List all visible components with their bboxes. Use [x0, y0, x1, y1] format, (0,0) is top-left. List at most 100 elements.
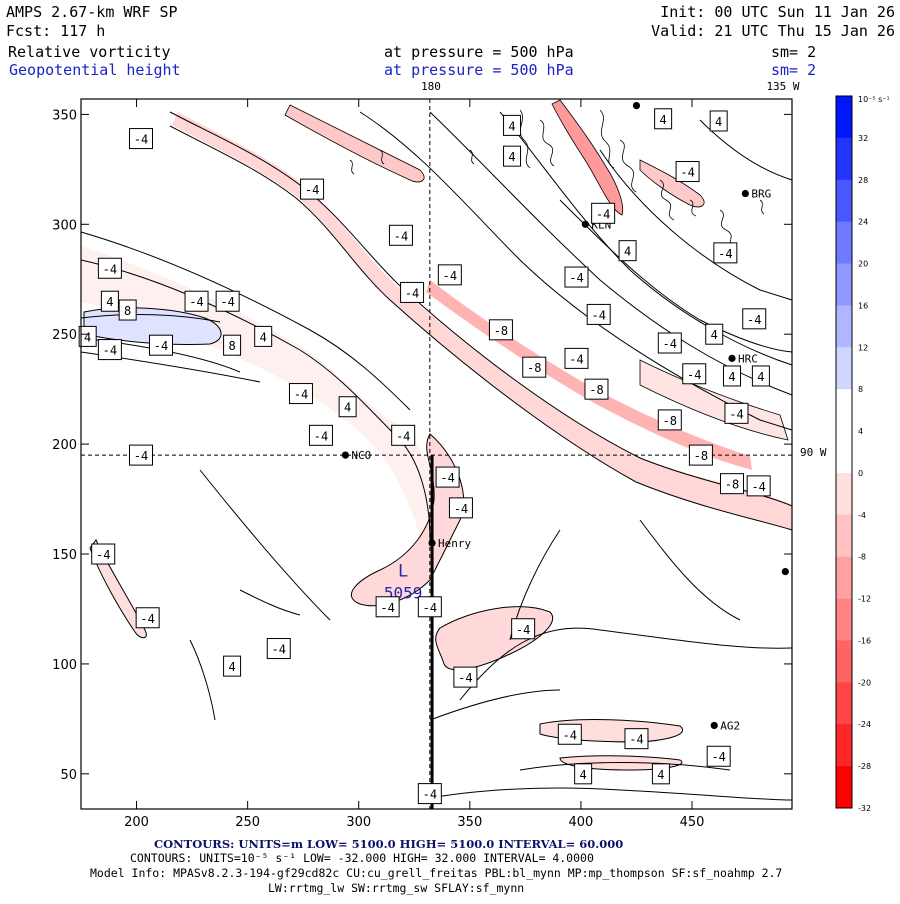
field1-smooth: sm= 2	[771, 43, 816, 61]
footer-model-info: Model Info: MPASv8.2.3-194-gf29cd82c CU:…	[90, 866, 782, 880]
colorbar-label: -28	[858, 762, 871, 771]
contour-label: -4	[91, 543, 116, 565]
contour-label-box	[254, 325, 273, 347]
contour-label: -8	[584, 378, 609, 400]
contour-label-box	[713, 242, 738, 264]
contour-label-box	[682, 363, 707, 385]
contour-label: 4	[223, 655, 242, 677]
y-tick-label: 300	[52, 218, 77, 233]
contour-label-text: -4	[396, 429, 410, 443]
contour-label: -4	[148, 334, 173, 356]
colorbar-label: 4	[858, 427, 863, 436]
contour-label-box	[751, 365, 770, 387]
x-tick-label: 200	[124, 815, 149, 830]
contour-label-text: -4	[294, 388, 308, 402]
contour-label: 8	[118, 299, 137, 321]
contour-label-box	[688, 444, 713, 466]
contour-label-text: 4	[660, 113, 667, 127]
colorbar-segment	[836, 682, 852, 725]
contour-label-text: 8	[124, 304, 131, 318]
contour-label: -4	[706, 745, 731, 767]
contour-label: -8	[488, 319, 513, 341]
meridian-135w-label: 135 W	[766, 80, 799, 93]
contour-label: -4	[375, 596, 400, 618]
x-tick-label: 350	[457, 815, 482, 830]
contour-label-box	[391, 424, 416, 446]
contour-label: -4	[742, 308, 767, 330]
colorbar-segment	[836, 766, 852, 809]
contour-label-text: -4	[154, 339, 168, 353]
contour-label-text: 4	[344, 401, 351, 415]
contour-label-text: -4	[134, 133, 148, 147]
contour-label-text: -4	[423, 788, 437, 802]
contour-label: -4	[308, 424, 333, 446]
y-tick-label: 350	[52, 108, 77, 123]
colorbar-label: 12	[858, 343, 868, 352]
station-marker	[428, 539, 436, 547]
contour-label-box	[724, 402, 749, 424]
contour-label-text: -4	[747, 313, 761, 327]
contour-label-text: 4	[508, 119, 515, 133]
contour-label-box	[675, 161, 700, 183]
init-time: Init: 00 UTC Sun 11 Jan 26	[660, 3, 895, 21]
contour-label-text: -4	[454, 502, 468, 516]
station-label: AG2	[720, 719, 740, 732]
contour-label-box	[591, 202, 616, 224]
contour-label-box	[705, 323, 724, 345]
contour-label-text: -4	[687, 368, 701, 382]
colorbar-label: 24	[858, 218, 868, 227]
contour-label-box	[503, 114, 522, 136]
contour-label-text: -4	[220, 295, 234, 309]
colorbar-segment	[836, 640, 852, 683]
colorbar-segment	[836, 556, 852, 600]
contour-label-text: 4	[580, 768, 587, 782]
contour-label-box	[100, 290, 119, 312]
colorbar-label: 0	[858, 469, 863, 478]
contour-label-text: 4	[657, 768, 664, 782]
colorbar-label: 28	[858, 176, 868, 185]
colorbar-segment	[836, 389, 852, 432]
y-tick-label: 50	[60, 768, 77, 783]
contour-label: 4	[254, 325, 273, 347]
colorbar-segment	[836, 263, 852, 306]
contour-label: -4	[448, 497, 473, 519]
contour-label: 4	[751, 365, 770, 387]
station-marker	[632, 101, 641, 110]
colorbar-segment	[836, 598, 852, 641]
footer-physics: LW:rrtmg_lw SW:rrtmg_sw SFLAY:sf_mynn	[268, 881, 524, 895]
contour-label-text: -4	[440, 471, 454, 485]
colorbar-segment	[836, 305, 852, 348]
station-label: NCO	[351, 449, 371, 462]
contour-label-text: -8	[589, 383, 603, 397]
contour-label: 4	[574, 763, 593, 785]
contour-label-text: -4	[711, 750, 725, 764]
contour-label-text: -4	[729, 407, 743, 421]
contour-label-box	[654, 108, 673, 130]
colorbar-label: -16	[858, 636, 871, 645]
colorbar-label: 20	[858, 260, 868, 269]
contour-label: -4	[437, 264, 462, 286]
contour-label-box	[388, 224, 413, 246]
colorbar-segment	[836, 472, 852, 516]
contour-label-box	[488, 319, 513, 341]
contour-label: -4	[417, 596, 442, 618]
contour-label-text: -4	[516, 623, 530, 637]
contour-label-text: -4	[423, 601, 437, 615]
contour-label: -4	[564, 266, 589, 288]
station-marker	[581, 220, 589, 228]
contour-label-text: -4	[134, 449, 148, 463]
contour-label: -4	[511, 618, 536, 640]
contour-label: -4	[586, 303, 611, 325]
contour-label-box	[97, 257, 122, 279]
contour-label-text: -8	[527, 361, 541, 375]
contour-label-box	[437, 264, 462, 286]
contour-label-box	[453, 666, 478, 688]
y-axis-ticks: 50 100 150 200 250 300 350	[52, 108, 792, 783]
contour-label: -4	[128, 128, 153, 150]
colorbar-segment	[836, 179, 852, 223]
colorbar-segment	[836, 724, 852, 767]
contour-lines	[80, 111, 793, 801]
contour-label-box	[522, 356, 547, 378]
contour-label-box	[400, 281, 425, 303]
